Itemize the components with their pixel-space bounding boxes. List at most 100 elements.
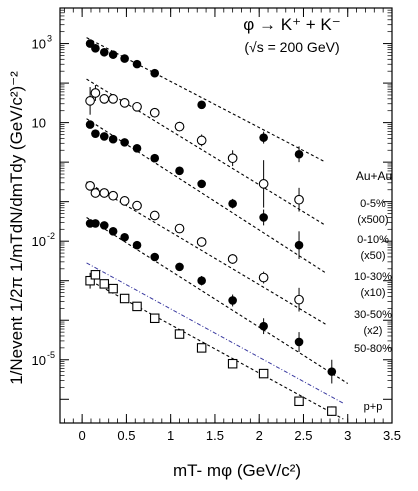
data-point bbox=[227, 153, 238, 164]
y-tick-label: 10 bbox=[32, 234, 46, 249]
data-point bbox=[108, 134, 118, 144]
data-point bbox=[227, 358, 238, 369]
data-point bbox=[294, 396, 304, 407]
data-point bbox=[196, 343, 207, 353]
y-tick-exponent: -2 bbox=[47, 231, 55, 241]
data-point bbox=[149, 210, 160, 221]
fit-line bbox=[86, 118, 326, 274]
data-point bbox=[91, 129, 100, 138]
fit-line bbox=[86, 181, 326, 325]
data-point bbox=[150, 252, 160, 262]
data-point bbox=[99, 47, 109, 57]
data-point bbox=[85, 120, 95, 129]
data-point bbox=[132, 200, 142, 211]
y-axis-label: 1/Nevent 1/2π 1/mTdN/dmTdy (GeV/c²)⁻² bbox=[7, 71, 26, 385]
data-point bbox=[85, 96, 95, 106]
y-tick-label: 10 bbox=[32, 116, 46, 131]
fit-line bbox=[86, 217, 349, 384]
data-point bbox=[196, 237, 207, 247]
fit-line bbox=[86, 278, 344, 420]
data-point bbox=[149, 313, 160, 324]
axis-ticks bbox=[60, 8, 393, 423]
data-point bbox=[197, 276, 206, 286]
data-point bbox=[174, 329, 185, 339]
data-point bbox=[327, 406, 337, 416]
series-label: 10-30% bbox=[354, 271, 392, 283]
x-tick-label: 2.5 bbox=[294, 428, 312, 443]
data-point bbox=[294, 194, 304, 205]
data-point bbox=[132, 101, 142, 112]
data-point bbox=[258, 368, 269, 379]
series-label: p+p bbox=[364, 401, 383, 413]
data-point bbox=[108, 283, 118, 294]
data-point bbox=[119, 98, 130, 108]
fit-line-alt bbox=[86, 262, 344, 404]
data-point bbox=[99, 132, 109, 141]
data-point bbox=[149, 107, 160, 118]
x-tick-label: 1 bbox=[167, 428, 174, 443]
data-point bbox=[91, 44, 100, 53]
data-point bbox=[99, 94, 110, 104]
data-point bbox=[119, 293, 130, 304]
plot-frame bbox=[59, 7, 393, 424]
chart-subtitle: (√s = 200 GeV) bbox=[244, 39, 339, 55]
data-point bbox=[108, 94, 118, 104]
data-point bbox=[132, 301, 142, 312]
data-point bbox=[99, 279, 110, 289]
data-point bbox=[327, 367, 337, 376]
data-point bbox=[120, 232, 129, 242]
x-tick-label: 3.5 bbox=[383, 428, 401, 443]
y-tick-label: 10 bbox=[32, 37, 46, 52]
series-scale: (x10) bbox=[360, 287, 385, 299]
y-tick-exponent: 3 bbox=[47, 34, 52, 44]
data-point bbox=[132, 240, 142, 250]
y-tick-label: 10 bbox=[32, 353, 46, 368]
data-point bbox=[99, 188, 110, 198]
data-point bbox=[132, 59, 142, 69]
data-point bbox=[90, 270, 101, 280]
data-point bbox=[119, 196, 130, 206]
data-point bbox=[90, 188, 101, 198]
data-point bbox=[150, 153, 160, 163]
fit-lines bbox=[86, 37, 349, 420]
data-point bbox=[174, 121, 185, 132]
data-point bbox=[91, 219, 100, 228]
series-label: 30-50% bbox=[354, 309, 392, 321]
data-point bbox=[228, 199, 237, 208]
data-point bbox=[108, 50, 118, 59]
data-point bbox=[175, 166, 184, 176]
series-label: 0-5% bbox=[360, 198, 386, 210]
x-axis-label: mT- mφ (GeV/c²) bbox=[173, 461, 301, 480]
data-point bbox=[228, 296, 237, 305]
data-point bbox=[174, 223, 185, 234]
data-point bbox=[85, 181, 95, 191]
chart-title: φ → K⁺ + K⁻ bbox=[243, 15, 340, 34]
data-point bbox=[259, 133, 268, 142]
data-point bbox=[227, 254, 238, 264]
x-tick-label: 1.5 bbox=[206, 428, 224, 443]
data-point bbox=[90, 88, 101, 98]
data-point bbox=[108, 190, 118, 201]
data-point bbox=[197, 100, 206, 110]
data-point bbox=[258, 179, 269, 189]
series-scale: (x50) bbox=[360, 250, 385, 262]
data-point bbox=[258, 272, 269, 283]
data-point bbox=[196, 135, 207, 146]
x-tick-label: 0.5 bbox=[117, 428, 135, 443]
y-tick-exponent: -5 bbox=[47, 350, 55, 360]
data-point bbox=[294, 149, 304, 159]
data-point bbox=[294, 337, 304, 347]
x-tick-label: 2 bbox=[256, 428, 263, 443]
data-point bbox=[120, 54, 129, 63]
series-scale: (x2) bbox=[364, 325, 383, 337]
data-point bbox=[99, 221, 109, 230]
data-point bbox=[294, 240, 304, 250]
data-points bbox=[85, 39, 337, 416]
legend-header: Au+Au bbox=[356, 169, 392, 183]
series-label: 50-80% bbox=[354, 343, 392, 355]
x-tick-label: 0 bbox=[79, 428, 86, 443]
x-tick-label: 3 bbox=[344, 428, 351, 443]
data-point bbox=[259, 213, 268, 222]
data-point bbox=[85, 275, 95, 286]
